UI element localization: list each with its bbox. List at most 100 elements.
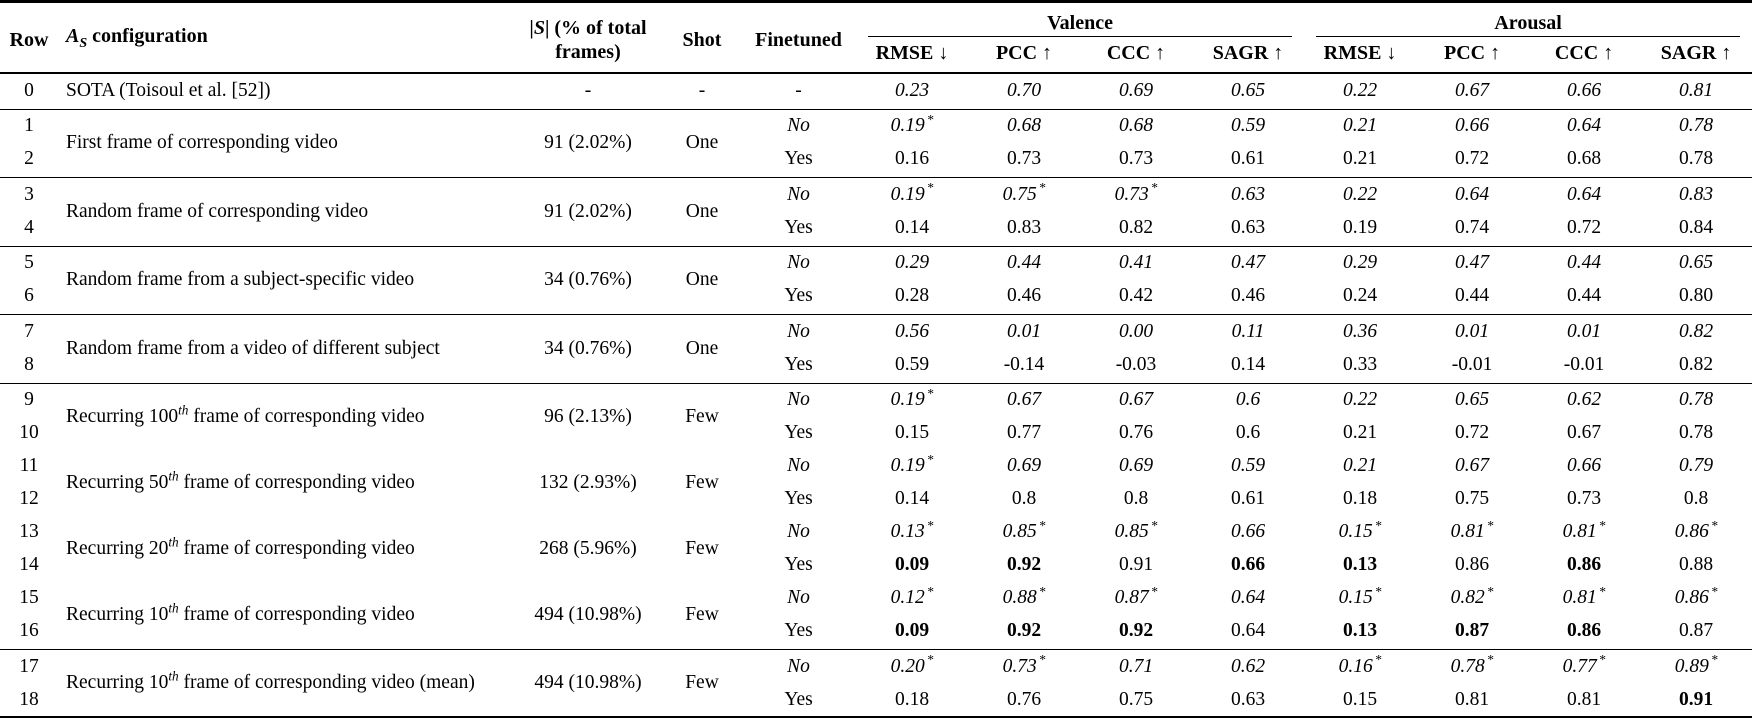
config-cell: Recurring 10th frame of corresponding vi… [66, 668, 475, 693]
metric-value-cell: 0.59 [1230, 115, 1266, 136]
header-valence-sagr: SAGR ↑ [1212, 42, 1284, 64]
metric-value-cell: 0.63 [1230, 183, 1266, 205]
metric-value-cell: 0.19 * [890, 180, 934, 205]
finetuned-cell: No [787, 521, 810, 542]
metric-value-cell: 0.73 * [1114, 180, 1158, 205]
finetuned-cell: Yes [784, 216, 813, 238]
metric-value-cell: 0.67 [1006, 389, 1042, 410]
metric-value-cell: -0.01 [1451, 353, 1493, 375]
metric-value-cell: 0.44 [1454, 285, 1490, 306]
metric-value-cell: 0.81 [1566, 688, 1602, 710]
table-row: 17 Recurring 10th frame of corresponding … [0, 650, 1752, 693]
config-group: 13 Recurring 20th frame of corresponding … [0, 516, 1752, 582]
header-arousal-ccc: CCC ↑ [1554, 42, 1614, 64]
config-group: 3 Random frame of corresponding video 91 (… [0, 178, 1752, 246]
finetuned-cell: No [787, 455, 810, 476]
sample-size-cell: 91 (2.02%) [544, 200, 632, 222]
row-number-cell: 9 [24, 389, 34, 410]
finetuned-cell: Yes [784, 620, 813, 641]
metric-value-cell: 0.85 * [1114, 517, 1158, 542]
metric-value-cell: 0.66 [1566, 79, 1602, 101]
shot-cell: Few [685, 537, 719, 559]
metric-value-cell: 0.11 [1231, 320, 1265, 342]
metric-value-cell: 0.6 [1235, 389, 1261, 410]
table-row: 1 First frame of corresponding video 91 (2… [0, 109, 1752, 153]
metric-value-cell: 0.65 [1679, 252, 1714, 273]
metric-value-cell: 0.64 [1454, 183, 1490, 205]
metric-value-cell: -0.01 [1563, 353, 1605, 375]
header-arousal-group: Arousal [1304, 2, 1752, 39]
metric-value-cell: 0.78 [1679, 115, 1714, 136]
metric-value-cell: 0.87 [1679, 620, 1714, 641]
metric-value-cell: 0.66 [1230, 554, 1266, 575]
metric-value-cell: 0.67 [1566, 422, 1602, 443]
table-row: 18 Yes 0.18 0.76 0.75 0.63 0.15 0.81 0.81 0.91 [0, 683, 1752, 718]
header-arousal-pcc: PCC ↑ [1443, 42, 1501, 64]
config-cell: Recurring 20th frame of corresponding vi… [66, 534, 415, 559]
table-row: 7 Random frame from a video of different … [0, 315, 1752, 359]
config-group: 11 Recurring 50th frame of corresponding … [0, 450, 1752, 516]
finetuned-cell: Yes [784, 422, 813, 443]
finetuned-cell: Yes [784, 353, 813, 375]
shot-cell: Few [685, 471, 719, 493]
metric-value-cell: 0.67 [1454, 79, 1490, 101]
metric-value-cell: 0.22 [1342, 389, 1378, 410]
metric-value-cell: 0.82 [1118, 216, 1154, 238]
metric-value-cell: 0.13 * [890, 517, 934, 542]
config-cell: Random frame from a subject-specific vid… [66, 269, 415, 291]
row-number-cell: 6 [24, 285, 34, 306]
metric-value-cell: 0.82 [1679, 353, 1714, 375]
metric-value-cell: 0.64 [1566, 115, 1602, 136]
metric-value-cell: 0.68 [1566, 148, 1602, 169]
row-number-cell: 11 [19, 455, 39, 476]
metric-value-cell: 0.47 [1454, 252, 1490, 273]
metric-value-cell: 0.66 [1454, 115, 1490, 136]
metric-value-cell: 0.81 * [1562, 517, 1606, 542]
metric-value-cell: 0.13 [1342, 554, 1378, 575]
metric-value-cell: 0.91 [1679, 688, 1714, 710]
metric-value-cell: 0.21 [1342, 115, 1378, 136]
shot-cell: One [685, 200, 719, 222]
row-number-cell: 2 [24, 148, 34, 169]
metric-value-cell: 0.74 [1454, 216, 1490, 238]
metric-value-cell: 0.18 [894, 688, 930, 710]
table-row: 10 Yes 0.15 0.77 0.76 0.6 0.21 0.72 0.67 0.78 [0, 417, 1752, 450]
metric-value-cell: 0.86 [1454, 554, 1490, 575]
metric-value-cell: 0.92 [1118, 620, 1154, 641]
metric-value-cell: 0.76 [1118, 422, 1154, 443]
metric-value-cell: 0.47 [1230, 252, 1266, 273]
metric-value-cell: 0.72 [1566, 216, 1602, 238]
table-row: 14 Yes 0.09 0.92 0.91 0.66 0.13 0.86 0.86 0.88 [0, 549, 1752, 582]
row-number-cell: 16 [19, 620, 39, 641]
metric-value-cell: 0.78 * [1450, 652, 1494, 677]
table-row: 9 Recurring 100th frame of corresponding … [0, 383, 1752, 426]
config-header-symbol: A [66, 25, 80, 47]
table-row: 13 Recurring 20th frame of corresponding … [0, 516, 1752, 558]
metric-value-cell: 0.86 * [1674, 517, 1718, 542]
metric-value-cell: 0.59 [894, 353, 930, 375]
row-number-cell: 17 [19, 655, 39, 677]
row-number-cell: 14 [19, 554, 39, 575]
metric-value-cell: 0.56 [894, 320, 930, 342]
row-number-cell: 13 [19, 521, 39, 542]
metric-value-cell: 0.82 * [1450, 583, 1494, 608]
metric-value-cell: 0.09 [894, 554, 930, 575]
table-row: 2 Yes 0.16 0.73 0.73 0.61 0.21 0.72 0.68 0.78 [0, 143, 1752, 178]
header-arousal-rmse: RMSE ↓ [1323, 42, 1397, 64]
metric-value-cell: 0.19 * [890, 451, 934, 476]
table-row: 5 Random frame from a subject-specific vi… [0, 246, 1752, 290]
metric-value-cell: 0.70 [1006, 79, 1042, 101]
metric-value-cell: 0.81 [1679, 79, 1714, 101]
header-config-col: AS configuration [58, 2, 513, 74]
config-cell: Recurring 10th frame of corresponding vi… [66, 600, 415, 626]
metric-value-cell: 0.73 [1118, 148, 1154, 169]
metric-value-cell: 0.14 [1230, 353, 1266, 375]
metric-value-cell: 0.69 [1118, 79, 1154, 101]
finetuned-cell: Yes [784, 285, 813, 306]
metric-value-cell: 0.84 [1679, 216, 1714, 238]
config-group: 0 SOTA (Toisoul et al. [52]) - - - 0.23 0.70 0.… [0, 73, 1752, 109]
metric-value-cell: 0.16 [894, 148, 930, 169]
metric-value-cell: 0.83 [1006, 216, 1042, 238]
metric-value-cell: 0.68 [1006, 115, 1042, 136]
